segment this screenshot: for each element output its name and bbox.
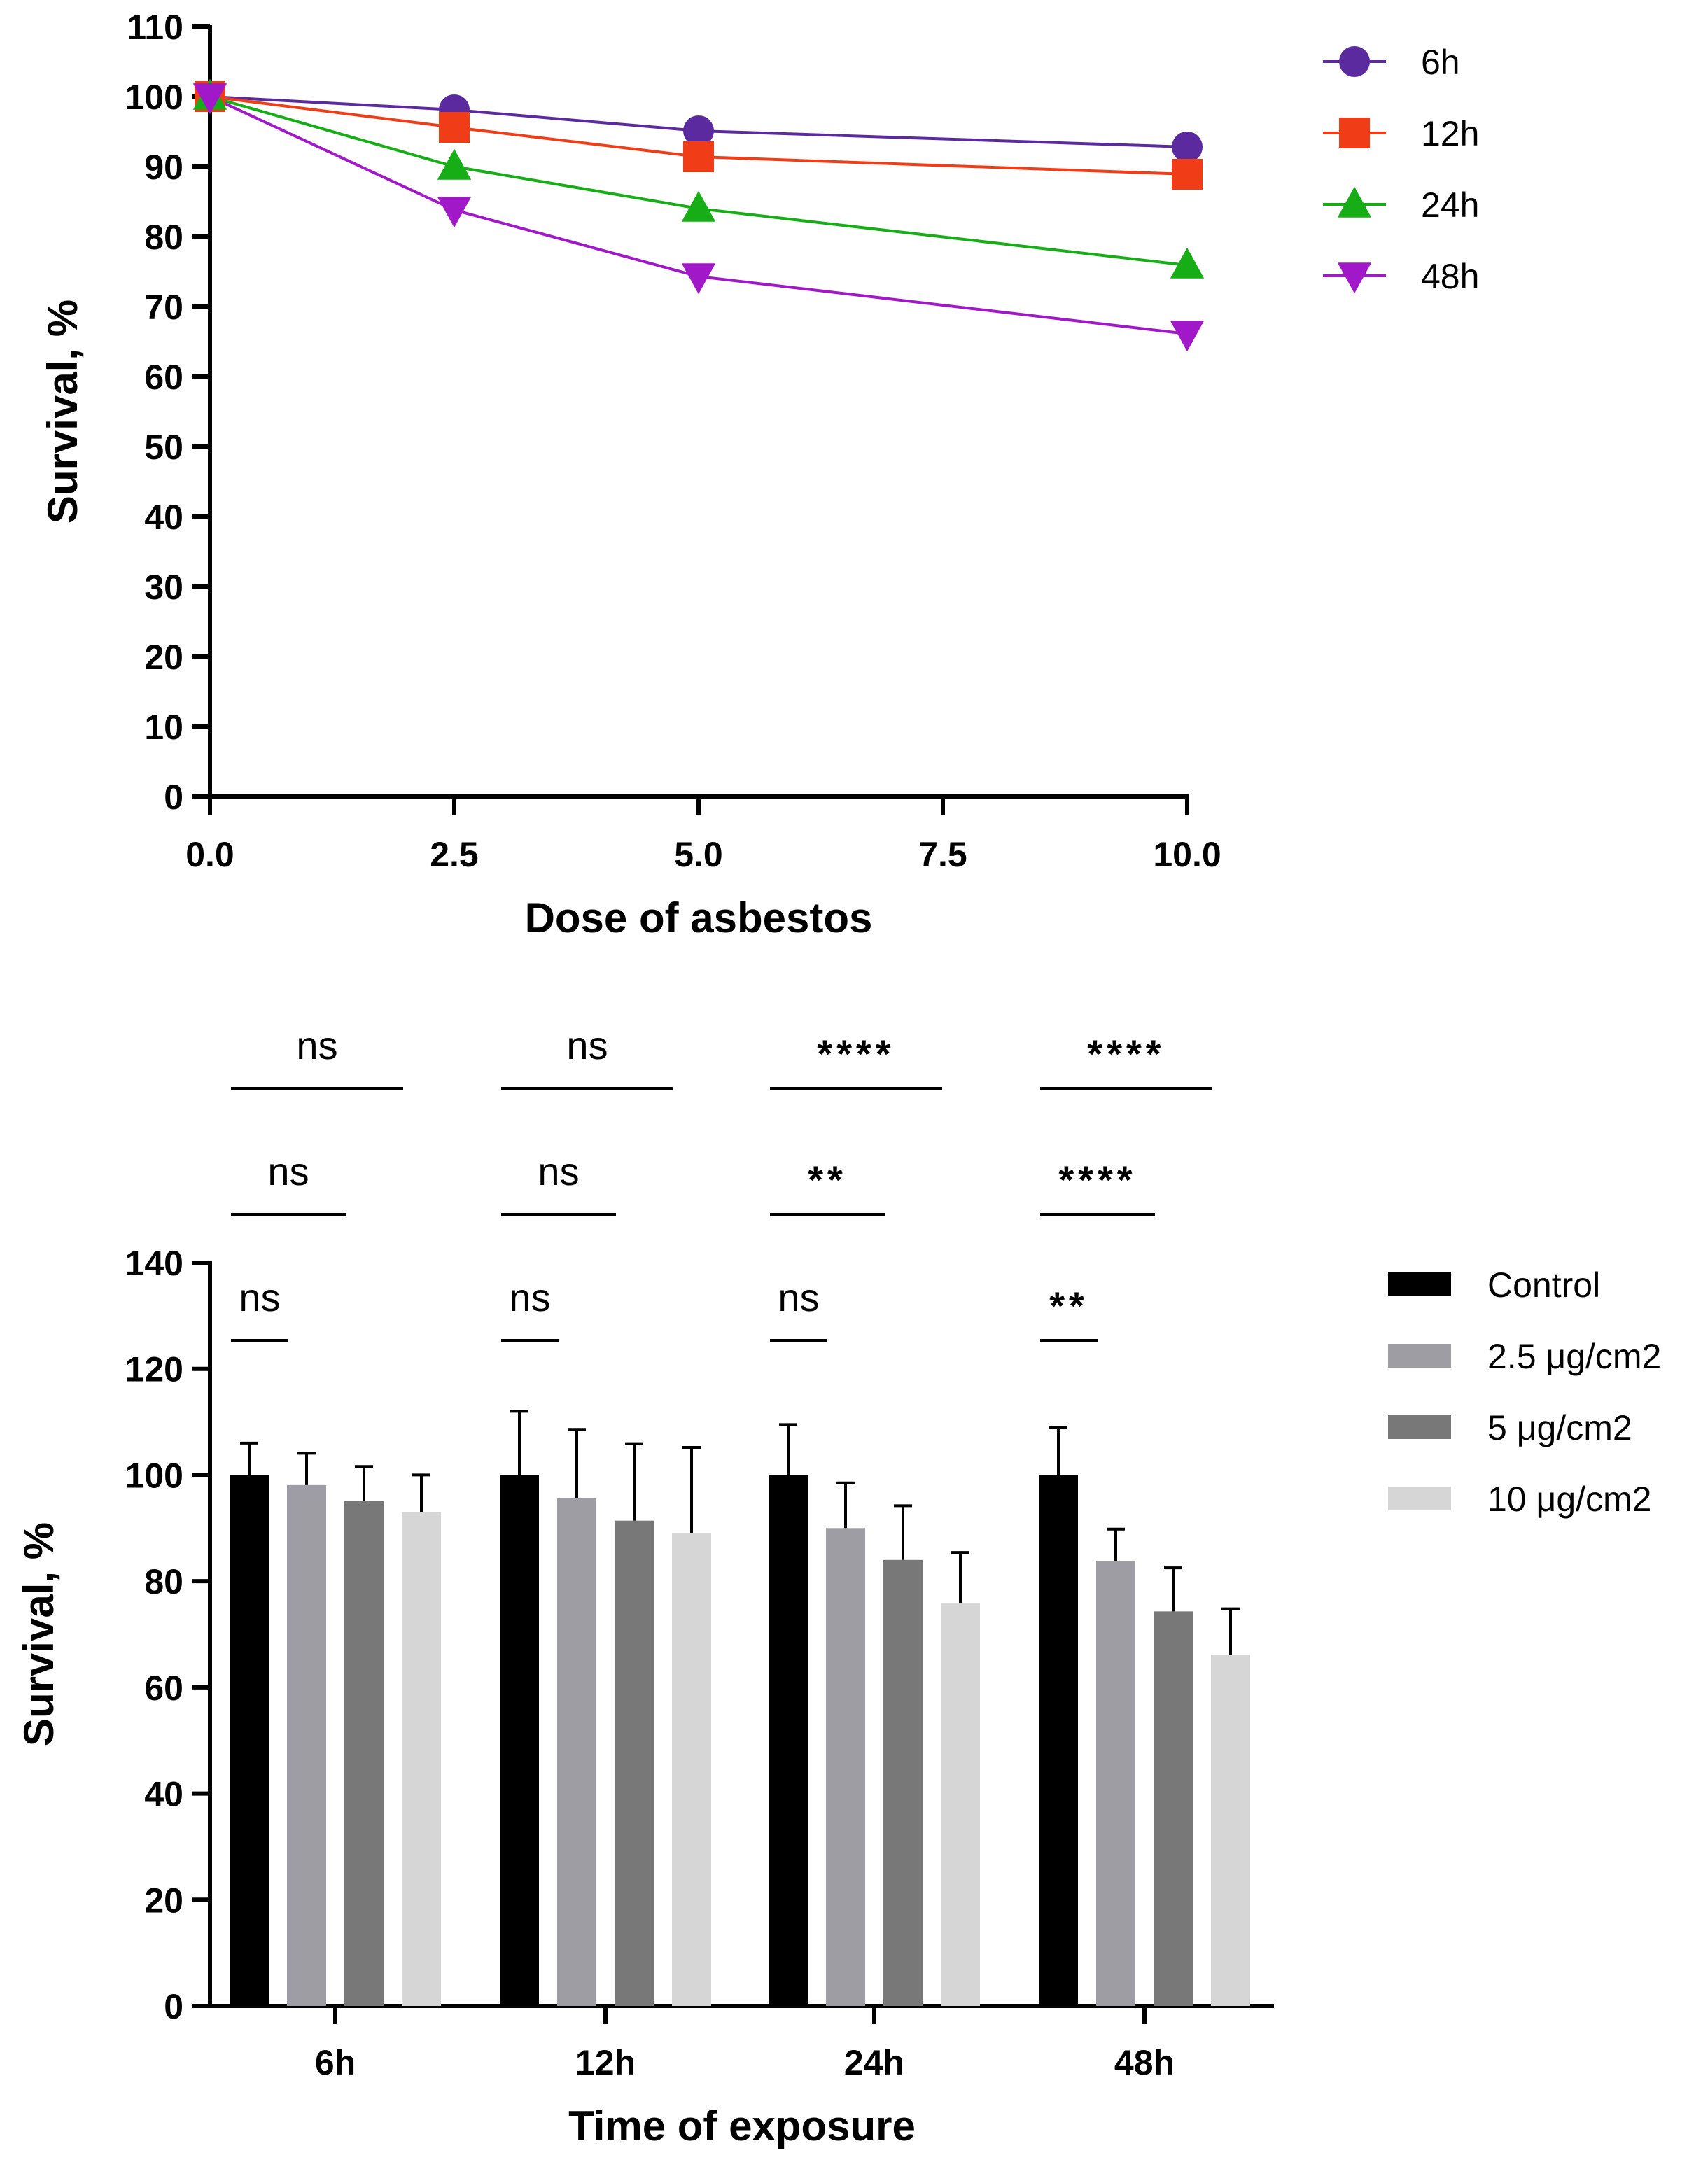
- legend-label: 5 μg/cm2: [1488, 1408, 1632, 1447]
- data-point: [192, 83, 227, 115]
- legend-marker: [1339, 46, 1370, 77]
- data-point: [681, 263, 716, 295]
- bar: [230, 1475, 269, 2006]
- data-point: [437, 148, 472, 180]
- bar: [1211, 1655, 1250, 2006]
- y-tick-label: 90: [144, 148, 183, 187]
- y-tick-label: 0: [164, 1987, 183, 2026]
- bar: [769, 1475, 808, 2006]
- y-tick-label: 20: [144, 1881, 183, 1920]
- significance-label: ****: [817, 1032, 895, 1076]
- data-point: [1172, 132, 1203, 162]
- data-point: [1172, 159, 1203, 190]
- x-tick-label: 0.0: [186, 835, 234, 874]
- y-tick-label: 40: [144, 498, 183, 537]
- y-tick-label: 50: [144, 428, 183, 467]
- y-tick-label: 120: [125, 1350, 183, 1389]
- bar: [344, 1501, 384, 2006]
- significance-label: ns: [566, 1023, 608, 1067]
- data-point: [1170, 247, 1205, 279]
- y-tick-label: 80: [144, 1562, 183, 1601]
- significance-label: ns: [267, 1149, 309, 1193]
- legend-marker: [1339, 118, 1370, 148]
- significance-label: ns: [778, 1275, 819, 1319]
- y-tick-label: 10: [144, 708, 183, 747]
- data-point: [1170, 321, 1205, 352]
- bar: [615, 1520, 654, 2006]
- data-point: [439, 112, 470, 143]
- y-axis-title: Survival, %: [39, 300, 86, 524]
- y-tick-label: 70: [144, 288, 183, 327]
- legend-label: Control: [1488, 1265, 1600, 1305]
- legend-swatch: [1388, 1344, 1451, 1368]
- bar: [1154, 1611, 1193, 2006]
- series-line: [209, 95, 1188, 148]
- legend-swatch: [1388, 1415, 1451, 1439]
- x-tick-label: 12h: [575, 2043, 636, 2082]
- x-axis-title: Time of exposure: [568, 2103, 916, 2149]
- bar: [941, 1603, 980, 2006]
- x-tick-label: 24h: [844, 2043, 904, 2082]
- data-point: [683, 115, 714, 146]
- x-axis-title: Dose of asbestos: [525, 894, 873, 941]
- bar: [500, 1475, 539, 2006]
- significance-label: **: [808, 1158, 847, 1202]
- significance-label: ns: [538, 1149, 579, 1193]
- legend-label: 24h: [1421, 185, 1479, 225]
- significance-label: ns: [239, 1275, 280, 1319]
- series-line: [209, 95, 1188, 335]
- significance-label: ns: [296, 1023, 337, 1067]
- series-line: [209, 95, 1188, 176]
- y-tick-label: 110: [127, 8, 183, 47]
- bar: [883, 1559, 923, 2006]
- y-tick-label: 60: [144, 1669, 183, 1708]
- legend-label: 10 μg/cm2: [1488, 1480, 1651, 1519]
- x-tick-label: 7.5: [918, 835, 967, 874]
- bar: [287, 1484, 326, 2006]
- significance-label: ****: [1058, 1158, 1136, 1202]
- data-point: [683, 141, 714, 172]
- x-tick-label: 5.0: [674, 835, 723, 874]
- bar: [672, 1533, 711, 2006]
- legend-marker: [1337, 186, 1372, 218]
- significance-label: ns: [509, 1275, 550, 1319]
- x-tick-label: 6h: [315, 2043, 356, 2082]
- y-tick-label: 140: [125, 1244, 183, 1283]
- legend-label: 6h: [1421, 43, 1460, 82]
- bar-chart-panel: 0 20 40 60 80 100 120 140 6h ns ns ns 12h ns ns ns 24h **…: [15, 1023, 1661, 2149]
- y-tick-label: 100: [125, 78, 183, 117]
- bar: [402, 1512, 441, 2006]
- legend-label: 12h: [1421, 114, 1479, 153]
- x-tick-label: 48h: [1114, 2043, 1175, 2082]
- y-tick-label: 30: [144, 568, 183, 607]
- series-line: [209, 95, 1188, 267]
- bar: [557, 1498, 596, 2006]
- legend-label: 48h: [1421, 257, 1479, 296]
- y-tick-label: 60: [144, 358, 183, 397]
- y-tick-label: 40: [144, 1775, 183, 1814]
- data-point: [681, 190, 716, 222]
- line-chart-panel: 0 10 20 30 40 50 60 70 80 90 100 110 0.0 2.5 5.0 7.5 10.…: [39, 8, 1479, 941]
- legend-label: 2.5 μg/cm2: [1488, 1337, 1661, 1376]
- y-axis-title: Survival, %: [15, 1522, 62, 1746]
- y-tick-label: 20: [144, 638, 183, 677]
- legend-marker: [1337, 262, 1372, 294]
- x-tick-label: 10.0: [1153, 835, 1221, 874]
- data-point: [437, 197, 472, 228]
- y-tick-label: 80: [144, 218, 183, 257]
- significance-label: ****: [1087, 1032, 1165, 1076]
- bar: [1039, 1475, 1078, 2006]
- x-tick-label: 2.5: [430, 835, 479, 874]
- bar: [1096, 1561, 1135, 2006]
- bar: [826, 1528, 865, 2006]
- legend-swatch: [1388, 1487, 1451, 1510]
- y-tick-label: 0: [164, 778, 183, 817]
- y-tick-label: 100: [125, 1456, 183, 1495]
- significance-label: **: [1049, 1284, 1088, 1328]
- legend-swatch: [1388, 1272, 1451, 1296]
